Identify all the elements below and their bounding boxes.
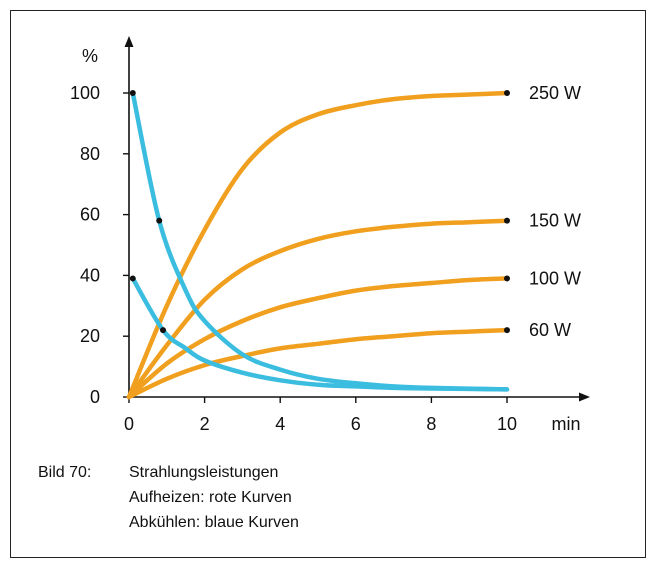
y-tick-label: 0 — [90, 387, 100, 407]
marker-dot — [504, 217, 510, 224]
marker-dot — [129, 275, 136, 282]
x-tick-label: 8 — [426, 414, 436, 434]
heating-curve-1 — [126, 218, 510, 400]
heating-curve-3 — [126, 327, 510, 400]
marker-dot — [504, 90, 510, 96]
y-axis-label: % — [82, 46, 98, 66]
y-axis-arrow — [124, 36, 134, 47]
y-tick-label: 60 — [80, 205, 100, 225]
series-label: 60 W — [529, 320, 571, 340]
figure-caption: Bild 70: Strahlungsleistungen Aufheizen:… — [38, 460, 299, 535]
marker-dot — [504, 327, 510, 334]
x-tick-label: 4 — [275, 414, 285, 434]
marker-dot — [504, 275, 510, 282]
caption-title: Strahlungsleistungen — [129, 464, 279, 481]
x-tick-label: 0 — [124, 414, 134, 434]
markers — [129, 90, 510, 334]
x-axis-arrow — [579, 392, 590, 402]
marker-dot — [156, 217, 163, 224]
y-tick-label: 40 — [80, 265, 100, 285]
series-label: 100 W — [529, 268, 581, 288]
caption-line-heating: Aufheizen: rote Kurven — [129, 489, 292, 506]
heating-curve-2 — [126, 276, 510, 400]
caption-line-cooling: Abkühlen: blaue Kurven — [129, 514, 299, 531]
series-label: 150 W — [529, 211, 581, 231]
y-tick-label: 100 — [70, 83, 100, 103]
x-tick-label: 2 — [200, 414, 210, 434]
series-label: 250 W — [529, 83, 581, 103]
caption-number: Bild 70: — [38, 464, 92, 481]
heating-curve-0 — [126, 90, 510, 400]
marker-dot — [160, 327, 167, 334]
x-tick-label: 6 — [351, 414, 361, 434]
marker-dot — [129, 90, 136, 96]
x-axis-label: min — [551, 414, 580, 434]
axes — [123, 36, 590, 403]
y-tick-label: 20 — [80, 326, 100, 346]
figure-frame — [10, 10, 646, 558]
cooling-curve-5 — [130, 276, 510, 392]
y-tick-label: 80 — [80, 144, 100, 164]
x-tick-label: 10 — [497, 414, 517, 434]
curves — [126, 90, 510, 400]
